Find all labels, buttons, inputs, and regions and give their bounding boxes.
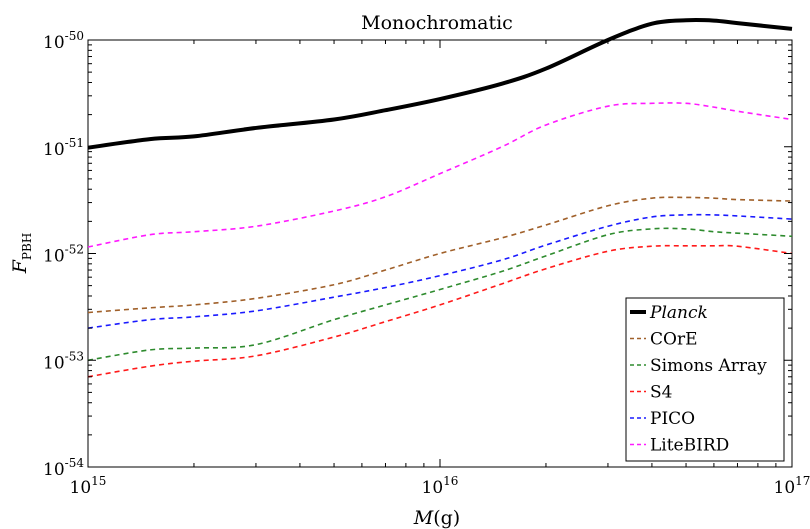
x-axis-label: M(g) xyxy=(413,507,460,529)
plot-area xyxy=(87,18,793,468)
series-line-planck xyxy=(87,18,793,150)
x-tick-labels: 1015 1016 1017 xyxy=(70,474,810,498)
ticks-layer xyxy=(87,40,792,468)
legend-label-simons-array: Simons Array xyxy=(650,356,767,376)
chart-title: Monochromatic xyxy=(361,12,513,34)
x-tick-label: 1016 xyxy=(422,474,459,498)
x-tick-label: 1015 xyxy=(70,474,107,498)
series-line-c-re xyxy=(87,196,793,314)
legend: Planck CОrE Simons Array S4 PICO LiteBIRD xyxy=(625,297,785,462)
series-layer xyxy=(87,18,793,378)
y-tick-labels: 10-54 10-53 10-52 10-51 10-50 xyxy=(43,29,84,480)
legend-label-litebird: LiteBIRD xyxy=(650,436,729,456)
series-line-s4 xyxy=(87,244,793,378)
series-line-litebird xyxy=(87,102,793,248)
y-axis-label: FPBH xyxy=(9,233,34,275)
legend-items: Planck CОrE Simons Array S4 PICO LiteBIRD xyxy=(630,303,767,456)
series-line-simons-array xyxy=(87,227,793,362)
y-tick-label: 10-51 xyxy=(43,136,84,160)
legend-label-planck: Planck xyxy=(649,303,708,323)
y-tick-label: 10-53 xyxy=(43,349,84,373)
legend-box xyxy=(625,297,785,462)
legend-label-pico: PICO xyxy=(650,409,695,429)
y-tick-label: 10-52 xyxy=(43,243,84,267)
legend-label-s4: S4 xyxy=(650,383,672,403)
legend-label-c-re: CОrE xyxy=(650,330,697,350)
y-tick-label: 10-50 xyxy=(43,29,84,53)
x-tick-label: 1017 xyxy=(774,474,810,498)
y-tick-label: 10-54 xyxy=(43,456,84,480)
